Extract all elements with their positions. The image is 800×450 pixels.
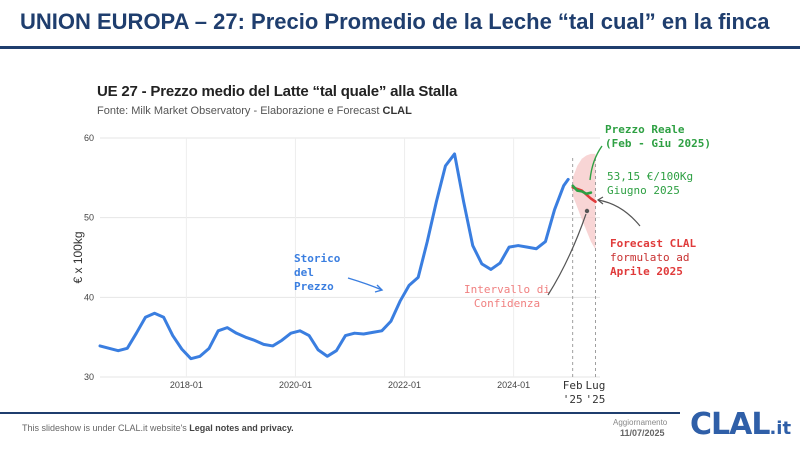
forecast-arrowhead <box>596 196 604 205</box>
logo-suffix: .it <box>769 418 792 439</box>
chart-source: Fonte: Milk Market Observatory - Elabora… <box>97 105 383 117</box>
y-tick-label: 50 <box>84 213 94 223</box>
slide-title: UNION EUROPA – 27: Precio Promedio de la… <box>20 9 770 34</box>
forecast-annotation: Aprile 2025 <box>610 265 683 278</box>
history-annotation: del <box>294 266 314 279</box>
y-tick-label: 40 <box>84 292 94 302</box>
marker-label-month: Lug <box>586 379 606 392</box>
real-value-annotation: Giugno 2025 <box>607 184 680 197</box>
real-price-annotation: (Feb - Giu 2025) <box>605 137 711 150</box>
real-price-annotation: Prezzo Reale <box>605 123 685 136</box>
update-label: Aggiornamento <box>613 418 668 427</box>
forecast-annotation: formulato ad <box>610 251 689 264</box>
history-arrowhead <box>374 284 384 293</box>
chart-subtitle: Fonte: Milk Market Observatory - Elabora… <box>97 105 412 117</box>
history-annotation: Storico <box>294 252 341 265</box>
marker-label-year: '25 <box>586 393 606 406</box>
y-axis-label: € x 100kg <box>71 231 85 283</box>
confidence-annotation: Confidenza <box>474 297 540 310</box>
title-divider <box>0 46 800 49</box>
history-line <box>98 152 570 361</box>
clal-logo: CLAL.it <box>690 407 791 442</box>
update-date: 11/07/2025 <box>620 428 665 438</box>
forecast-annotation: Forecast CLAL <box>610 237 696 250</box>
x-tick-label: 2022-01 <box>388 380 421 390</box>
y-tick-label: 60 <box>84 133 94 143</box>
real-price-arrow <box>589 145 603 181</box>
history-annotation: Prezzo <box>294 280 334 293</box>
forecast-arrow <box>597 199 641 227</box>
x-tick-label: 2018-01 <box>170 380 203 390</box>
marker-label-year: '25 <box>563 393 583 406</box>
real-value-annotation: 53,15 €/100Kg <box>607 170 693 183</box>
real-price-line <box>571 184 593 196</box>
confidence-arrow-dot <box>584 208 590 214</box>
history-arrow <box>347 277 383 291</box>
footer-note: This slideshow is under CLAL.it website'… <box>22 423 294 433</box>
confidence-arrow <box>547 213 587 296</box>
footer-divider <box>0 412 680 414</box>
footer-text: This slideshow is under CLAL.it website'… <box>22 423 190 433</box>
legal-notes-link[interactable]: Legal notes and privacy. <box>189 423 294 433</box>
slide-title-bar: UNION EUROPA – 27: Precio Promedio de la… <box>0 0 800 46</box>
chart-title: UE 27 - Prezzo medio del Latte “tal qual… <box>97 83 458 100</box>
chart-source-brand: CLAL <box>382 105 412 117</box>
y-tick-label: 30 <box>84 372 94 382</box>
marker-label-month: Feb <box>563 379 583 392</box>
logo-main: CLAL <box>690 407 770 442</box>
price-chart: 30 40 50 60 2018-01 2020-01 2022-01 2024-01 € x … <box>71 123 711 406</box>
x-tick-label: 2024-01 <box>497 380 530 390</box>
confidence-annotation: Intervallo di <box>464 283 550 296</box>
x-tick-label: 2020-01 <box>279 380 312 390</box>
